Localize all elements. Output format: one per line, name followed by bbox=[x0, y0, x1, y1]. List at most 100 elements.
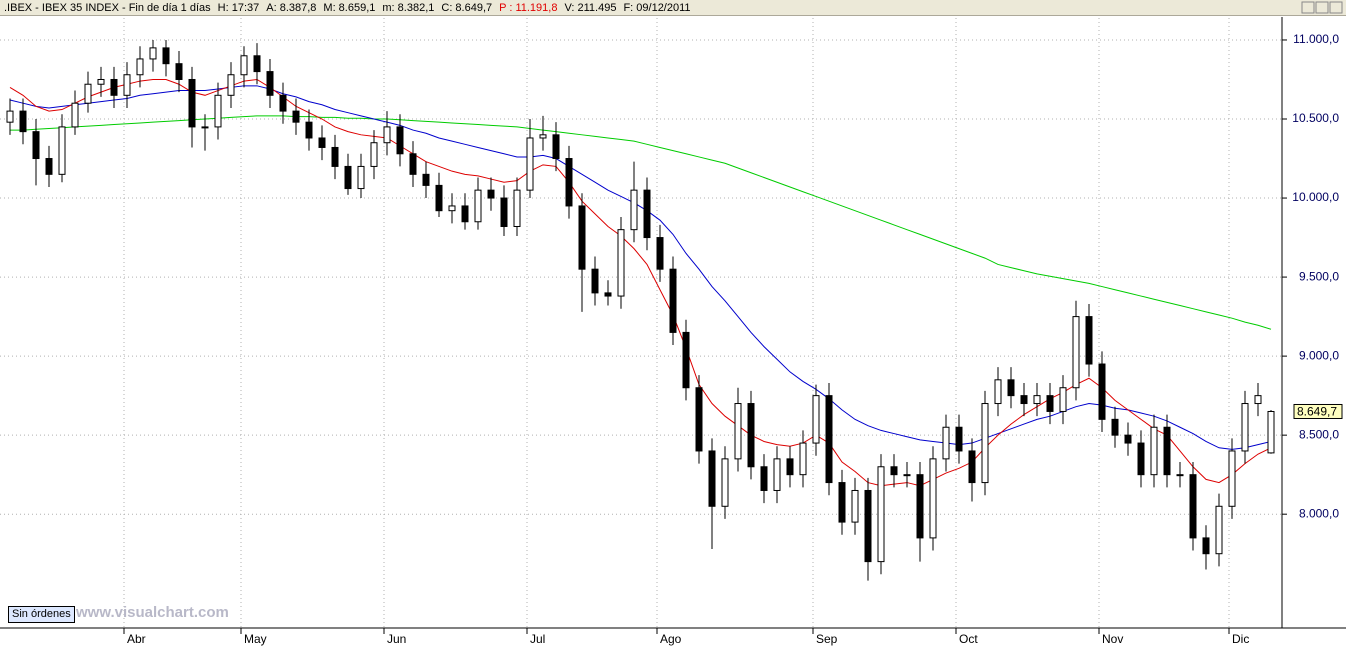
candle-body bbox=[1059, 387, 1067, 412]
candle-body bbox=[331, 146, 339, 167]
candle-body bbox=[318, 137, 326, 148]
candle-body bbox=[32, 131, 40, 160]
header-field: F: 09/12/2011 bbox=[623, 2, 691, 14]
candle-body bbox=[292, 110, 300, 123]
candle-body bbox=[1007, 379, 1015, 397]
candle-body bbox=[370, 142, 378, 167]
moving-average-line bbox=[10, 115, 1272, 330]
candle-body bbox=[1163, 426, 1171, 476]
candle-body bbox=[1124, 434, 1132, 444]
candle-body bbox=[474, 189, 482, 223]
candle-body bbox=[136, 58, 144, 76]
header-field: V: 211.495 bbox=[564, 2, 617, 14]
candle-body bbox=[58, 126, 66, 175]
candle-body bbox=[825, 395, 833, 484]
candle-body bbox=[799, 442, 807, 476]
candle-body bbox=[1215, 505, 1223, 555]
maximize-button[interactable] bbox=[1315, 1, 1329, 14]
candle-body bbox=[149, 47, 157, 60]
candle-body bbox=[1202, 537, 1210, 555]
candle-body bbox=[591, 268, 599, 294]
candle-body bbox=[71, 102, 79, 128]
candle-body bbox=[747, 403, 755, 468]
candle-body bbox=[929, 458, 937, 539]
candle-body bbox=[110, 78, 118, 96]
candle-body bbox=[1072, 316, 1080, 389]
candle-body bbox=[461, 205, 469, 223]
candle-body bbox=[890, 466, 898, 476]
candle-body bbox=[279, 94, 287, 112]
candle-body bbox=[760, 466, 768, 491]
candle-body bbox=[1033, 395, 1041, 405]
candle-body bbox=[435, 184, 443, 212]
candle-body bbox=[942, 426, 950, 460]
candle-body bbox=[344, 165, 352, 190]
minimize-button[interactable] bbox=[1301, 1, 1315, 14]
candle-body bbox=[669, 268, 677, 333]
candle-body bbox=[6, 110, 14, 123]
moving-average-line bbox=[9, 85, 1272, 450]
y-tick-label: 8.000,0 bbox=[1299, 506, 1339, 520]
x-tick-label: Ago bbox=[660, 632, 682, 646]
candle-body bbox=[864, 489, 872, 563]
y-tick-label: 8.500,0 bbox=[1299, 427, 1339, 441]
candle-body bbox=[162, 47, 170, 65]
candle-body bbox=[1098, 363, 1106, 420]
candle-body bbox=[448, 205, 456, 212]
header-bar: .IBEX - IBEX 35 INDEX - Fin de día 1 día… bbox=[0, 0, 1346, 16]
candle-body bbox=[422, 173, 430, 186]
x-tick-label: Jul bbox=[530, 632, 545, 646]
candle-body bbox=[721, 458, 729, 507]
watermark: www.visualchart.com bbox=[76, 604, 229, 621]
candle-body bbox=[396, 126, 404, 155]
candle-body bbox=[955, 426, 963, 452]
y-tick-label: 10.500,0 bbox=[1292, 111, 1339, 125]
x-tick-label: Nov bbox=[1102, 632, 1123, 646]
x-tick-label: Oct bbox=[959, 632, 978, 646]
x-tick-label: Dic bbox=[1232, 632, 1249, 646]
candle-body bbox=[604, 292, 612, 297]
candle-body bbox=[201, 126, 209, 129]
candle-body bbox=[656, 237, 664, 270]
header-field: C: 8.649,7 bbox=[441, 2, 493, 14]
header-field: A: 8.387,8 bbox=[266, 2, 317, 14]
candle-body bbox=[903, 474, 911, 477]
candle-body bbox=[1111, 418, 1119, 436]
close-button[interactable] bbox=[1329, 1, 1343, 14]
candle-body bbox=[1046, 395, 1054, 412]
candle-body bbox=[409, 153, 417, 175]
header-field: H: 17:37 bbox=[217, 2, 260, 14]
candle-body bbox=[552, 134, 560, 160]
x-tick-label: Jun bbox=[387, 632, 406, 646]
candle-body bbox=[812, 395, 820, 444]
candle-body bbox=[916, 474, 924, 539]
window-buttons[interactable] bbox=[1301, 1, 1343, 14]
candle-body bbox=[240, 55, 248, 76]
candle-body bbox=[1254, 395, 1262, 405]
candle-body bbox=[786, 458, 794, 476]
candle-body bbox=[643, 189, 651, 239]
candle-body bbox=[1176, 474, 1184, 477]
candle-body bbox=[513, 189, 521, 227]
header-field: m: 8.382,1 bbox=[382, 2, 435, 14]
candle-body bbox=[1085, 316, 1093, 365]
candle-body bbox=[838, 482, 846, 523]
header-title: .IBEX - IBEX 35 INDEX - Fin de día 1 día… bbox=[4, 2, 211, 14]
candle-body bbox=[1020, 395, 1028, 405]
candle-body bbox=[175, 63, 183, 80]
candle-body bbox=[305, 121, 313, 139]
candle-body bbox=[526, 137, 534, 191]
candle-body bbox=[695, 387, 703, 452]
candle-body bbox=[734, 403, 742, 460]
candle-body bbox=[97, 78, 105, 85]
header-field: P : 11.191,8 bbox=[499, 2, 558, 14]
status-button[interactable]: Sin órdenes bbox=[8, 606, 75, 623]
candle-body bbox=[578, 205, 586, 270]
candle-body bbox=[188, 78, 196, 128]
candle-body bbox=[45, 158, 53, 175]
candle-body bbox=[253, 55, 261, 73]
x-tick-label: Sep bbox=[816, 632, 838, 646]
y-tick-label: 10.000,0 bbox=[1292, 190, 1339, 204]
